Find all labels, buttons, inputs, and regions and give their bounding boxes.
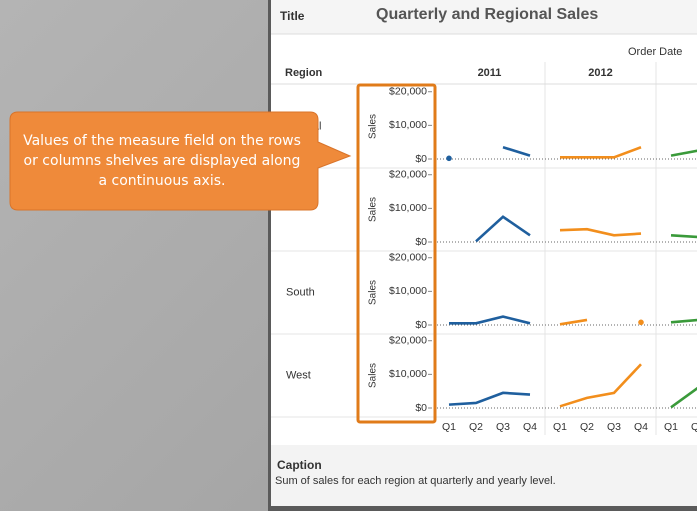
x-tick-label: Q4 [523,421,537,433]
data-line [475,215,531,243]
x-tick-label: Q3 [607,421,621,433]
region-label: South [286,286,315,298]
data-line [448,391,531,406]
y-tick-label: $20,000 [389,86,427,98]
y-axis-label: Sales [368,114,379,139]
y-axis-label: Sales [368,280,379,305]
column-header: Order Date [628,46,682,58]
x-tick-label: Q3 [496,421,510,433]
x-tick-label: Q2 [691,421,697,433]
data-line [449,315,531,325]
x-tick-label: Q4 [634,421,648,433]
y-tick-label: $20,000 [389,252,427,264]
y-tick-label: $10,000 [389,368,427,380]
region-label: West [286,369,311,381]
y-tick-label: $10,000 [389,285,427,297]
y-axis-label: Sales [368,197,379,222]
caption-text: Sum of sales for each region at quarterl… [275,475,556,487]
x-tick-label: Q2 [469,421,483,433]
caption-area [271,445,697,506]
data-line [670,233,697,239]
y-tick-label: $10,000 [389,202,427,214]
data-line [670,386,697,409]
callout-box [9,111,352,211]
title-bar [271,0,697,34]
caption-label: Caption [277,458,322,472]
data-line [670,149,697,157]
data-line [670,318,697,324]
y-tick-label: $10,000 [389,119,427,131]
plot: 2011Q1Q2Q3Q42012Q1Q2Q3Q4Q1Q2Q3Q4CentralS… [271,62,697,435]
y-tick-label: $0 [415,402,427,414]
y-axis-label: Sales [368,363,379,388]
x-tick-label: Q1 [553,421,567,433]
data-line [560,146,642,159]
data-line [502,145,531,157]
y-tick-label: $20,000 [389,335,427,347]
y-tick-label: $20,000 [389,169,427,181]
x-tick-label: Q1 [664,421,678,433]
chart-title: Quarterly and Regional Sales [376,6,598,23]
year-header: 2011 [478,67,502,79]
x-tick-label: Q2 [580,421,594,433]
y-tick-label: $0 [415,236,427,248]
year-header: 2012 [588,67,612,79]
data-point [638,319,644,326]
data-point [446,155,452,162]
data-line [559,227,642,237]
x-tick-label: Q1 [442,421,456,433]
row-header: Region [285,67,323,79]
y-tick-label: $0 [415,319,427,331]
callout-text: Values of the measure field on the rows … [23,133,301,189]
axis-highlight [356,83,437,424]
data-line [559,318,588,326]
title-label: Title [280,9,305,23]
data-line [559,363,642,408]
y-tick-label: $0 [415,153,427,165]
